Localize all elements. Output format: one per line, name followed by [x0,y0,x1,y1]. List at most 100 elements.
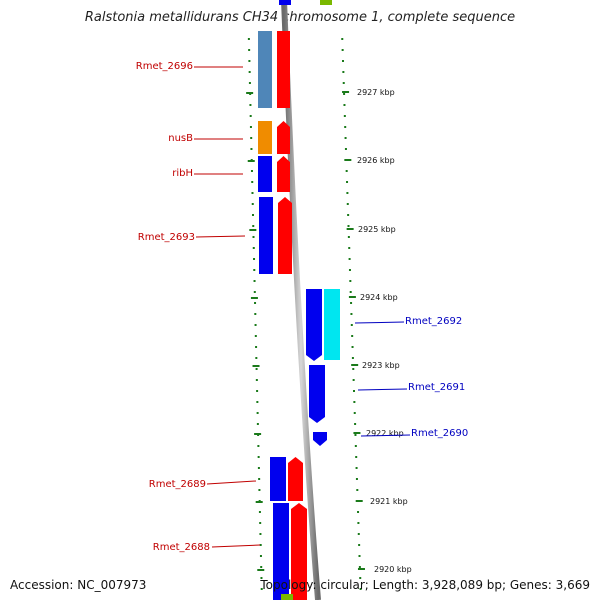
major-tick-left [249,229,257,231]
major-tick-left [247,160,255,162]
tick-dot [259,533,262,535]
tick-dot [349,291,352,293]
tick-dot [358,555,361,557]
map-title: Ralstonia metallidurans CH34 chromosome … [84,10,516,25]
tick-dot [347,236,350,238]
topology-text: Topology: circular; Length: 3,928,089 bp… [260,578,590,592]
tick-dot [350,313,353,315]
gene-cog-bar [258,31,272,108]
tick-dot [253,269,256,271]
tick-dot [255,368,258,370]
tick-dot [253,291,256,293]
tick-dot [353,412,356,414]
tick-dot [251,214,254,216]
tick-dot [351,335,354,337]
tick-dot [342,82,345,84]
gene-cog-bar [273,503,289,600]
tick-dot [352,368,355,370]
tick-dot [247,38,250,40]
tick-dot [341,38,344,40]
tick-dot [343,93,346,95]
gene-label: Rmet_2688 [153,542,210,553]
scale-label: 2927 kbp [357,88,395,97]
major-tick-right [357,568,365,570]
gene-label: nusB [168,133,193,144]
gene-features [258,0,340,600]
tick-dot [252,236,255,238]
tick-dot [250,137,253,139]
tick-dot [254,324,257,326]
tick-dot [350,324,353,326]
gene-arrow [313,432,327,446]
tick-dot [352,379,355,381]
tick-dot [256,423,259,425]
major-tick-left [257,569,265,571]
tick-dot [255,346,258,348]
label-leader-line [195,235,246,238]
tick-dot [260,577,263,579]
gene-arrow [306,289,322,361]
major-tick-right [342,91,350,93]
gene-cog-bar [258,156,272,192]
tick-dot [254,302,257,304]
tick-dot [248,49,251,51]
scale-label: 2920 kbp [374,565,412,574]
tick-dot [342,71,345,73]
tick-dot [357,522,360,524]
scale-label: 2926 kbp [357,156,395,165]
tick-dot [344,126,347,128]
scale-label: 2923 kbp [362,361,400,370]
gene-cog-bar [324,289,340,360]
tick-dot [351,346,354,348]
major-tick-left [255,501,263,503]
scale-label: 2924 kbp [360,293,398,302]
tick-dot [257,456,260,458]
tick-dot [254,313,257,315]
tick-dot [348,269,351,271]
gene-cog-bar [259,197,273,274]
gene-arrow [278,197,292,274]
gene-cog-bar [258,121,272,154]
tick-dot [348,258,351,260]
gene-label: Rmet_2696 [136,61,193,72]
tick-dot [355,456,358,458]
tick-dot [348,247,351,249]
tick-dot [253,258,256,260]
tick-dot [249,115,252,117]
tick-dot [344,148,347,150]
tick-dot [346,181,349,183]
tick-dot [255,357,258,359]
tick-dot [252,225,255,227]
tick-dot [357,511,360,513]
tick-dot [258,478,261,480]
gene-arrow [277,156,290,192]
tick-dot [256,412,259,414]
gene-label: Rmet_2690 [411,428,468,439]
tick-dot [343,104,346,106]
accession-text: Accession: NC_007973 [10,578,147,592]
tick-dot [354,445,357,447]
tick-dot [259,555,262,557]
tick-dot [347,214,350,216]
major-tick-right [348,296,356,298]
tick-dot [249,104,252,106]
label-leader-line [357,388,408,391]
scale-label: 2921 kbp [370,497,408,506]
scale-label: 2922 kbp [366,429,404,438]
tick-dot [256,401,259,403]
tick-dot [350,302,353,304]
tick-dot [257,445,260,447]
tick-dot [341,49,344,51]
gene-label: Rmet_2692 [405,316,462,327]
tick-dot [260,588,263,590]
tick-dot [257,467,260,469]
tick-dot [258,511,261,513]
major-tick-left [246,92,254,94]
tick-dot [256,390,259,392]
tick-dot [354,423,357,425]
tick-dot [357,533,360,535]
gene-cog-bar [270,457,286,501]
tick-dot [251,192,254,194]
tick-dot [355,467,358,469]
